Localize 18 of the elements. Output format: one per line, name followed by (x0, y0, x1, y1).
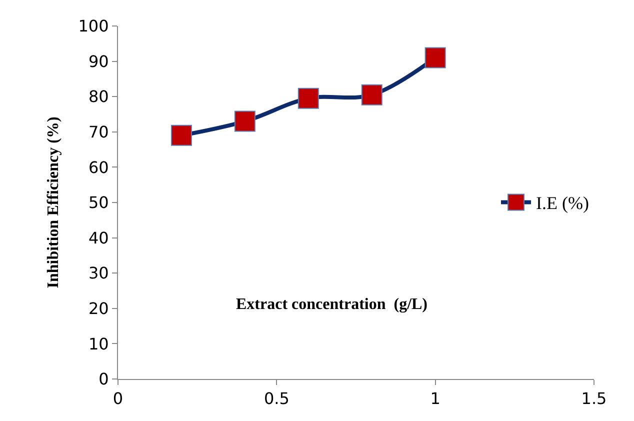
x-tick-label: 1 (430, 389, 440, 408)
y-tick-label: 30 (88, 264, 109, 283)
x-tick-label: 0.5 (264, 389, 290, 408)
y-tick-label: 50 (88, 193, 109, 212)
x-tick-label: 1.5 (581, 389, 607, 408)
y-tick-label: 10 (88, 334, 109, 354)
legend-label: I.E (%) (536, 193, 589, 214)
y-axis-title: Inhibition Efficiency (%) (45, 116, 62, 288)
y-tick-label: 40 (88, 228, 109, 248)
y-tick-label: 0 (98, 370, 109, 389)
y-tick-label: 20 (88, 299, 109, 318)
y-tick-label: 80 (88, 87, 109, 106)
y-tick-label: 100 (78, 16, 109, 36)
y-tick-label: 70 (88, 122, 109, 142)
x-axis-title: Extract concentration (g/L) (236, 296, 428, 313)
x-tick-label: 0 (112, 389, 124, 408)
y-tick-label: 60 (88, 158, 109, 177)
y-tick-label: 90 (88, 52, 109, 71)
